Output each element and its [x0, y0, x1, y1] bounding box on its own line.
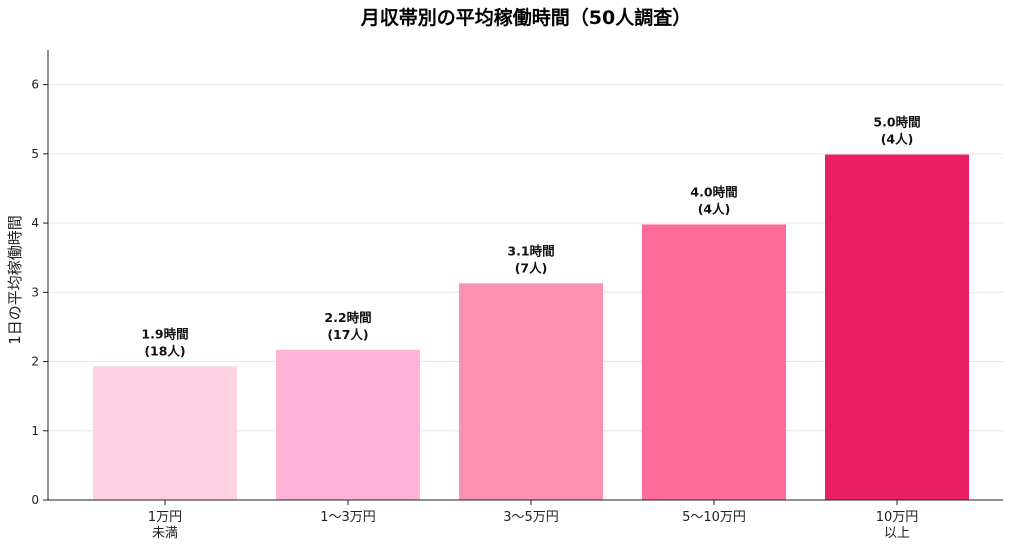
y-tick-label: 0: [31, 493, 39, 507]
data-label: 5.0時間: [873, 115, 920, 130]
y-tick-label: 6: [31, 78, 39, 92]
x-tick-label: 未満: [152, 526, 178, 541]
x-tick-label: 以上: [884, 526, 910, 541]
data-label: (17人): [327, 327, 368, 342]
data-label: 4.0時間: [690, 184, 737, 199]
data-label: 1.9時間: [141, 326, 188, 341]
chart-title: 月収帯別の平均稼働時間（50人調査）: [360, 6, 691, 29]
data-label: 3.1時間: [507, 243, 554, 258]
bar: [825, 154, 969, 501]
x-tick-label: 10万円: [876, 510, 919, 525]
y-tick-label: 5: [31, 147, 39, 161]
y-axis-ticks: 0 1 2 3 4 5 6: [31, 78, 48, 507]
y-tick-label: 4: [31, 216, 39, 230]
data-labels: 1.9時間 (18人) 2.2時間 (17人) 3.1時間 (7人) 4.0時間 (4人) 5.…: [141, 115, 920, 359]
bar: [459, 283, 603, 500]
data-label: (4人): [881, 132, 914, 147]
data-label: 2.2時間: [324, 310, 371, 325]
x-tick-label: 1万円: [148, 510, 182, 525]
y-tick-label: 3: [31, 285, 39, 299]
x-tick-label: 5〜10万円: [682, 510, 746, 525]
y-axis-label: 1日の平均稼働時間: [6, 215, 24, 345]
data-label: (18人): [144, 343, 185, 358]
data-label: (7人): [515, 260, 548, 275]
x-tick-label: 3〜5万円: [503, 510, 559, 525]
bars: [93, 154, 969, 501]
bar: [93, 366, 237, 500]
data-label: (4人): [698, 201, 731, 216]
bar: [642, 224, 786, 500]
y-tick-label: 2: [31, 355, 39, 369]
y-tick-label: 1: [31, 424, 39, 438]
bar: [276, 349, 420, 500]
x-tick-label: 1〜3万円: [320, 510, 376, 525]
